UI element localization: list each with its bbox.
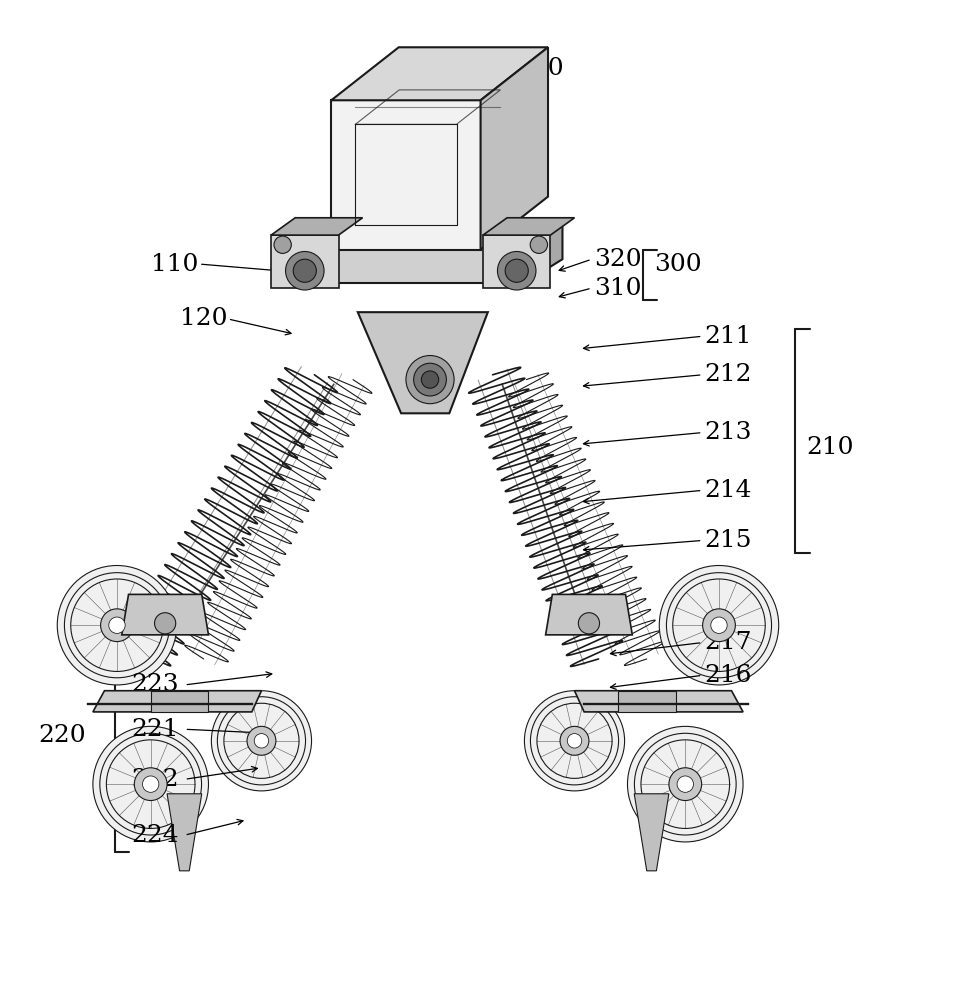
- Circle shape: [143, 776, 158, 792]
- Text: 211: 211: [704, 325, 752, 348]
- Polygon shape: [93, 691, 262, 712]
- Circle shape: [134, 768, 167, 801]
- Text: 210: 210: [807, 436, 854, 459]
- Polygon shape: [357, 312, 488, 413]
- Polygon shape: [481, 47, 548, 250]
- Polygon shape: [331, 100, 481, 250]
- Text: 216: 216: [704, 664, 753, 687]
- Circle shape: [659, 565, 779, 685]
- Text: 212: 212: [704, 363, 753, 386]
- Polygon shape: [271, 218, 362, 235]
- Bar: [151, 691, 209, 712]
- Text: 224: 224: [131, 824, 179, 847]
- Circle shape: [247, 726, 276, 755]
- Circle shape: [497, 251, 536, 290]
- Text: 215: 215: [704, 529, 753, 552]
- Polygon shape: [331, 47, 548, 100]
- Text: 120: 120: [180, 307, 227, 330]
- Circle shape: [711, 617, 727, 633]
- Polygon shape: [288, 221, 562, 245]
- Circle shape: [109, 617, 126, 633]
- Circle shape: [294, 259, 316, 282]
- Bar: [618, 691, 675, 712]
- Text: 214: 214: [704, 479, 753, 502]
- Polygon shape: [167, 794, 202, 871]
- Circle shape: [93, 726, 209, 842]
- Circle shape: [155, 613, 176, 634]
- Text: 220: 220: [38, 724, 86, 747]
- Circle shape: [702, 609, 735, 642]
- Circle shape: [274, 236, 292, 253]
- Circle shape: [421, 371, 439, 388]
- Text: 310: 310: [594, 277, 641, 300]
- Polygon shape: [575, 691, 743, 712]
- Polygon shape: [524, 221, 562, 283]
- Circle shape: [628, 726, 743, 842]
- Circle shape: [567, 734, 582, 748]
- Text: 400: 400: [517, 57, 564, 80]
- Circle shape: [286, 251, 324, 290]
- Text: 320: 320: [594, 248, 641, 271]
- Circle shape: [212, 691, 312, 791]
- Polygon shape: [483, 218, 575, 235]
- Text: 223: 223: [131, 673, 179, 696]
- Circle shape: [677, 776, 694, 792]
- Polygon shape: [483, 235, 551, 288]
- Text: 213: 213: [704, 421, 753, 444]
- Circle shape: [579, 613, 600, 634]
- Text: 110: 110: [151, 253, 198, 276]
- Circle shape: [505, 259, 528, 282]
- Circle shape: [413, 363, 446, 396]
- Text: 222: 222: [131, 768, 179, 791]
- Circle shape: [525, 691, 625, 791]
- Text: 221: 221: [131, 718, 179, 741]
- Circle shape: [254, 734, 269, 748]
- Polygon shape: [122, 594, 209, 635]
- Polygon shape: [546, 594, 633, 635]
- Polygon shape: [288, 245, 524, 283]
- Text: 300: 300: [654, 253, 702, 276]
- Circle shape: [668, 768, 701, 801]
- Polygon shape: [635, 794, 668, 871]
- Circle shape: [100, 609, 133, 642]
- Text: 217: 217: [704, 631, 753, 654]
- Circle shape: [406, 356, 454, 404]
- Polygon shape: [271, 235, 338, 288]
- Circle shape: [530, 236, 548, 253]
- Circle shape: [57, 565, 177, 685]
- Circle shape: [560, 726, 589, 755]
